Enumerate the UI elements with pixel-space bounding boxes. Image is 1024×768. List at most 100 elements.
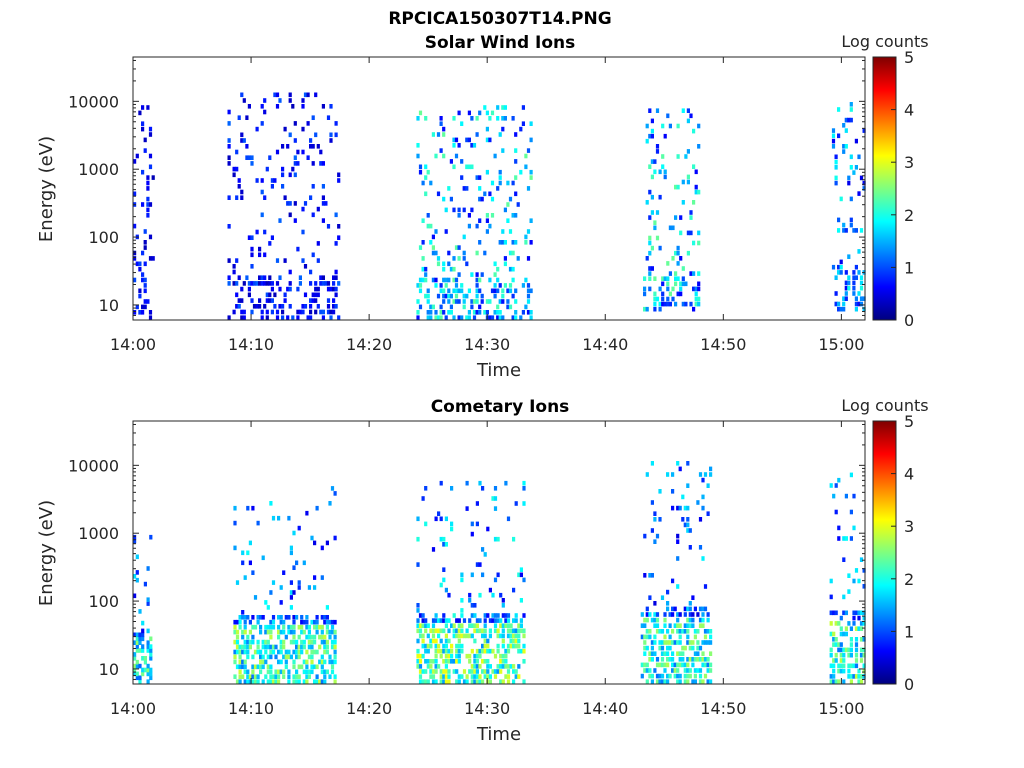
heatmap-cell xyxy=(475,562,479,567)
heatmap-cell xyxy=(686,623,690,628)
heatmap-cell xyxy=(271,644,276,650)
heatmap-cell xyxy=(452,669,456,674)
heatmap-cell xyxy=(486,643,490,649)
heatmap-cell xyxy=(676,250,680,256)
heatmap-cell xyxy=(522,633,526,639)
heatmap-cell xyxy=(859,175,864,181)
heatmap-cell xyxy=(258,298,262,303)
heatmap-cell xyxy=(498,180,502,186)
heatmap-cell xyxy=(701,606,705,612)
heatmap-cell xyxy=(483,250,487,256)
heatmap-cell xyxy=(488,648,492,654)
heatmap-cell xyxy=(501,643,505,649)
heatmap-cell xyxy=(431,547,436,552)
heatmap-cell xyxy=(455,659,459,664)
heatmap-cell xyxy=(475,293,479,299)
heatmap-cell xyxy=(692,306,696,312)
x-tick-label: 14:10 xyxy=(228,335,274,354)
heatmap-cell xyxy=(493,261,497,267)
heatmap-cell xyxy=(277,669,281,675)
heatmap-cell xyxy=(243,624,247,630)
heatmap-cell xyxy=(491,496,495,501)
heatmap-cell xyxy=(149,652,153,657)
heatmap-cell xyxy=(844,291,848,296)
heatmap-cell xyxy=(270,235,274,240)
heatmap-cell xyxy=(847,180,851,186)
heatmap-cell xyxy=(266,664,270,670)
heatmap-cell xyxy=(506,633,511,639)
heatmap-cell xyxy=(837,228,841,233)
heatmap-cell xyxy=(246,550,250,556)
heatmap-cell xyxy=(444,633,448,639)
heatmap-cell xyxy=(238,674,242,679)
heatmap-cell xyxy=(275,149,280,155)
heatmap-cell xyxy=(686,679,690,684)
heatmap-cell xyxy=(293,121,297,126)
heatmap-cell xyxy=(498,240,502,245)
heatmap-cell xyxy=(849,626,853,631)
y-tick-label: 10000 xyxy=(68,456,119,475)
heatmap-cell xyxy=(697,301,701,307)
heatmap-cell xyxy=(496,116,500,121)
heatmap-cell xyxy=(429,304,433,310)
heatmap-cell xyxy=(277,629,281,635)
heatmap-cell xyxy=(149,636,153,642)
heatmap-cell xyxy=(250,281,254,286)
heatmap-cell xyxy=(478,674,482,679)
heatmap-cell xyxy=(146,667,150,673)
heatmap-cell xyxy=(643,286,647,292)
heatmap-cell xyxy=(238,649,242,655)
heatmap-cell xyxy=(688,528,692,533)
heatmap-cell xyxy=(250,246,254,252)
heatmap-cell xyxy=(426,299,430,304)
heatmap-cell xyxy=(643,634,647,640)
heatmap-cell xyxy=(640,612,644,617)
heatmap-cell xyxy=(844,296,848,301)
heatmap-cell xyxy=(862,568,866,573)
heatmap-cell xyxy=(442,618,446,623)
heatmap-cell xyxy=(133,191,137,197)
heatmap-cell xyxy=(648,235,652,241)
heatmap-cell xyxy=(452,633,456,639)
heatmap-cell xyxy=(691,595,695,600)
heatmap-cell xyxy=(268,281,272,286)
colorbar-tick-label: 2 xyxy=(904,570,914,589)
heatmap-cell xyxy=(643,651,647,656)
heatmap-cell xyxy=(493,293,497,299)
heatmap-cell xyxy=(706,657,710,662)
heatmap-cell xyxy=(457,256,461,261)
x-axis-label: Time xyxy=(476,360,521,381)
heatmap-cell xyxy=(442,613,446,618)
heatmap-cell xyxy=(434,613,438,618)
heatmap-cell xyxy=(135,577,139,583)
heatmap-cell xyxy=(663,662,667,668)
heatmap-cell xyxy=(648,276,652,281)
heatmap-cell xyxy=(849,107,853,112)
heatmap-cell xyxy=(274,674,278,679)
heatmap-cell xyxy=(701,477,705,483)
heatmap-cell xyxy=(287,515,291,521)
heatmap-cell xyxy=(478,648,482,654)
heatmap-cell xyxy=(501,613,505,618)
heatmap-cell xyxy=(133,250,137,256)
heatmap-cell xyxy=(460,674,464,679)
heatmap-cell xyxy=(829,621,833,626)
heatmap-cell xyxy=(238,679,242,684)
heatmap-cell xyxy=(246,615,250,620)
heatmap-cell xyxy=(697,281,701,287)
heatmap-cell xyxy=(658,489,662,494)
heatmap-cell xyxy=(282,639,286,645)
heatmap-cell xyxy=(663,651,667,656)
heatmap-cell xyxy=(133,223,137,229)
heatmap-cell xyxy=(496,633,500,639)
heatmap-cell xyxy=(688,640,692,645)
heatmap-cell xyxy=(237,275,241,280)
heatmap-cell xyxy=(442,261,446,267)
heatmap-cell xyxy=(287,669,291,675)
heatmap-cell xyxy=(286,201,290,206)
heatmap-cell xyxy=(844,144,848,149)
heatmap-cell xyxy=(678,679,682,684)
heatmap-cell xyxy=(645,606,649,612)
heatmap-cell xyxy=(483,633,487,639)
heatmap-cell xyxy=(522,577,526,583)
